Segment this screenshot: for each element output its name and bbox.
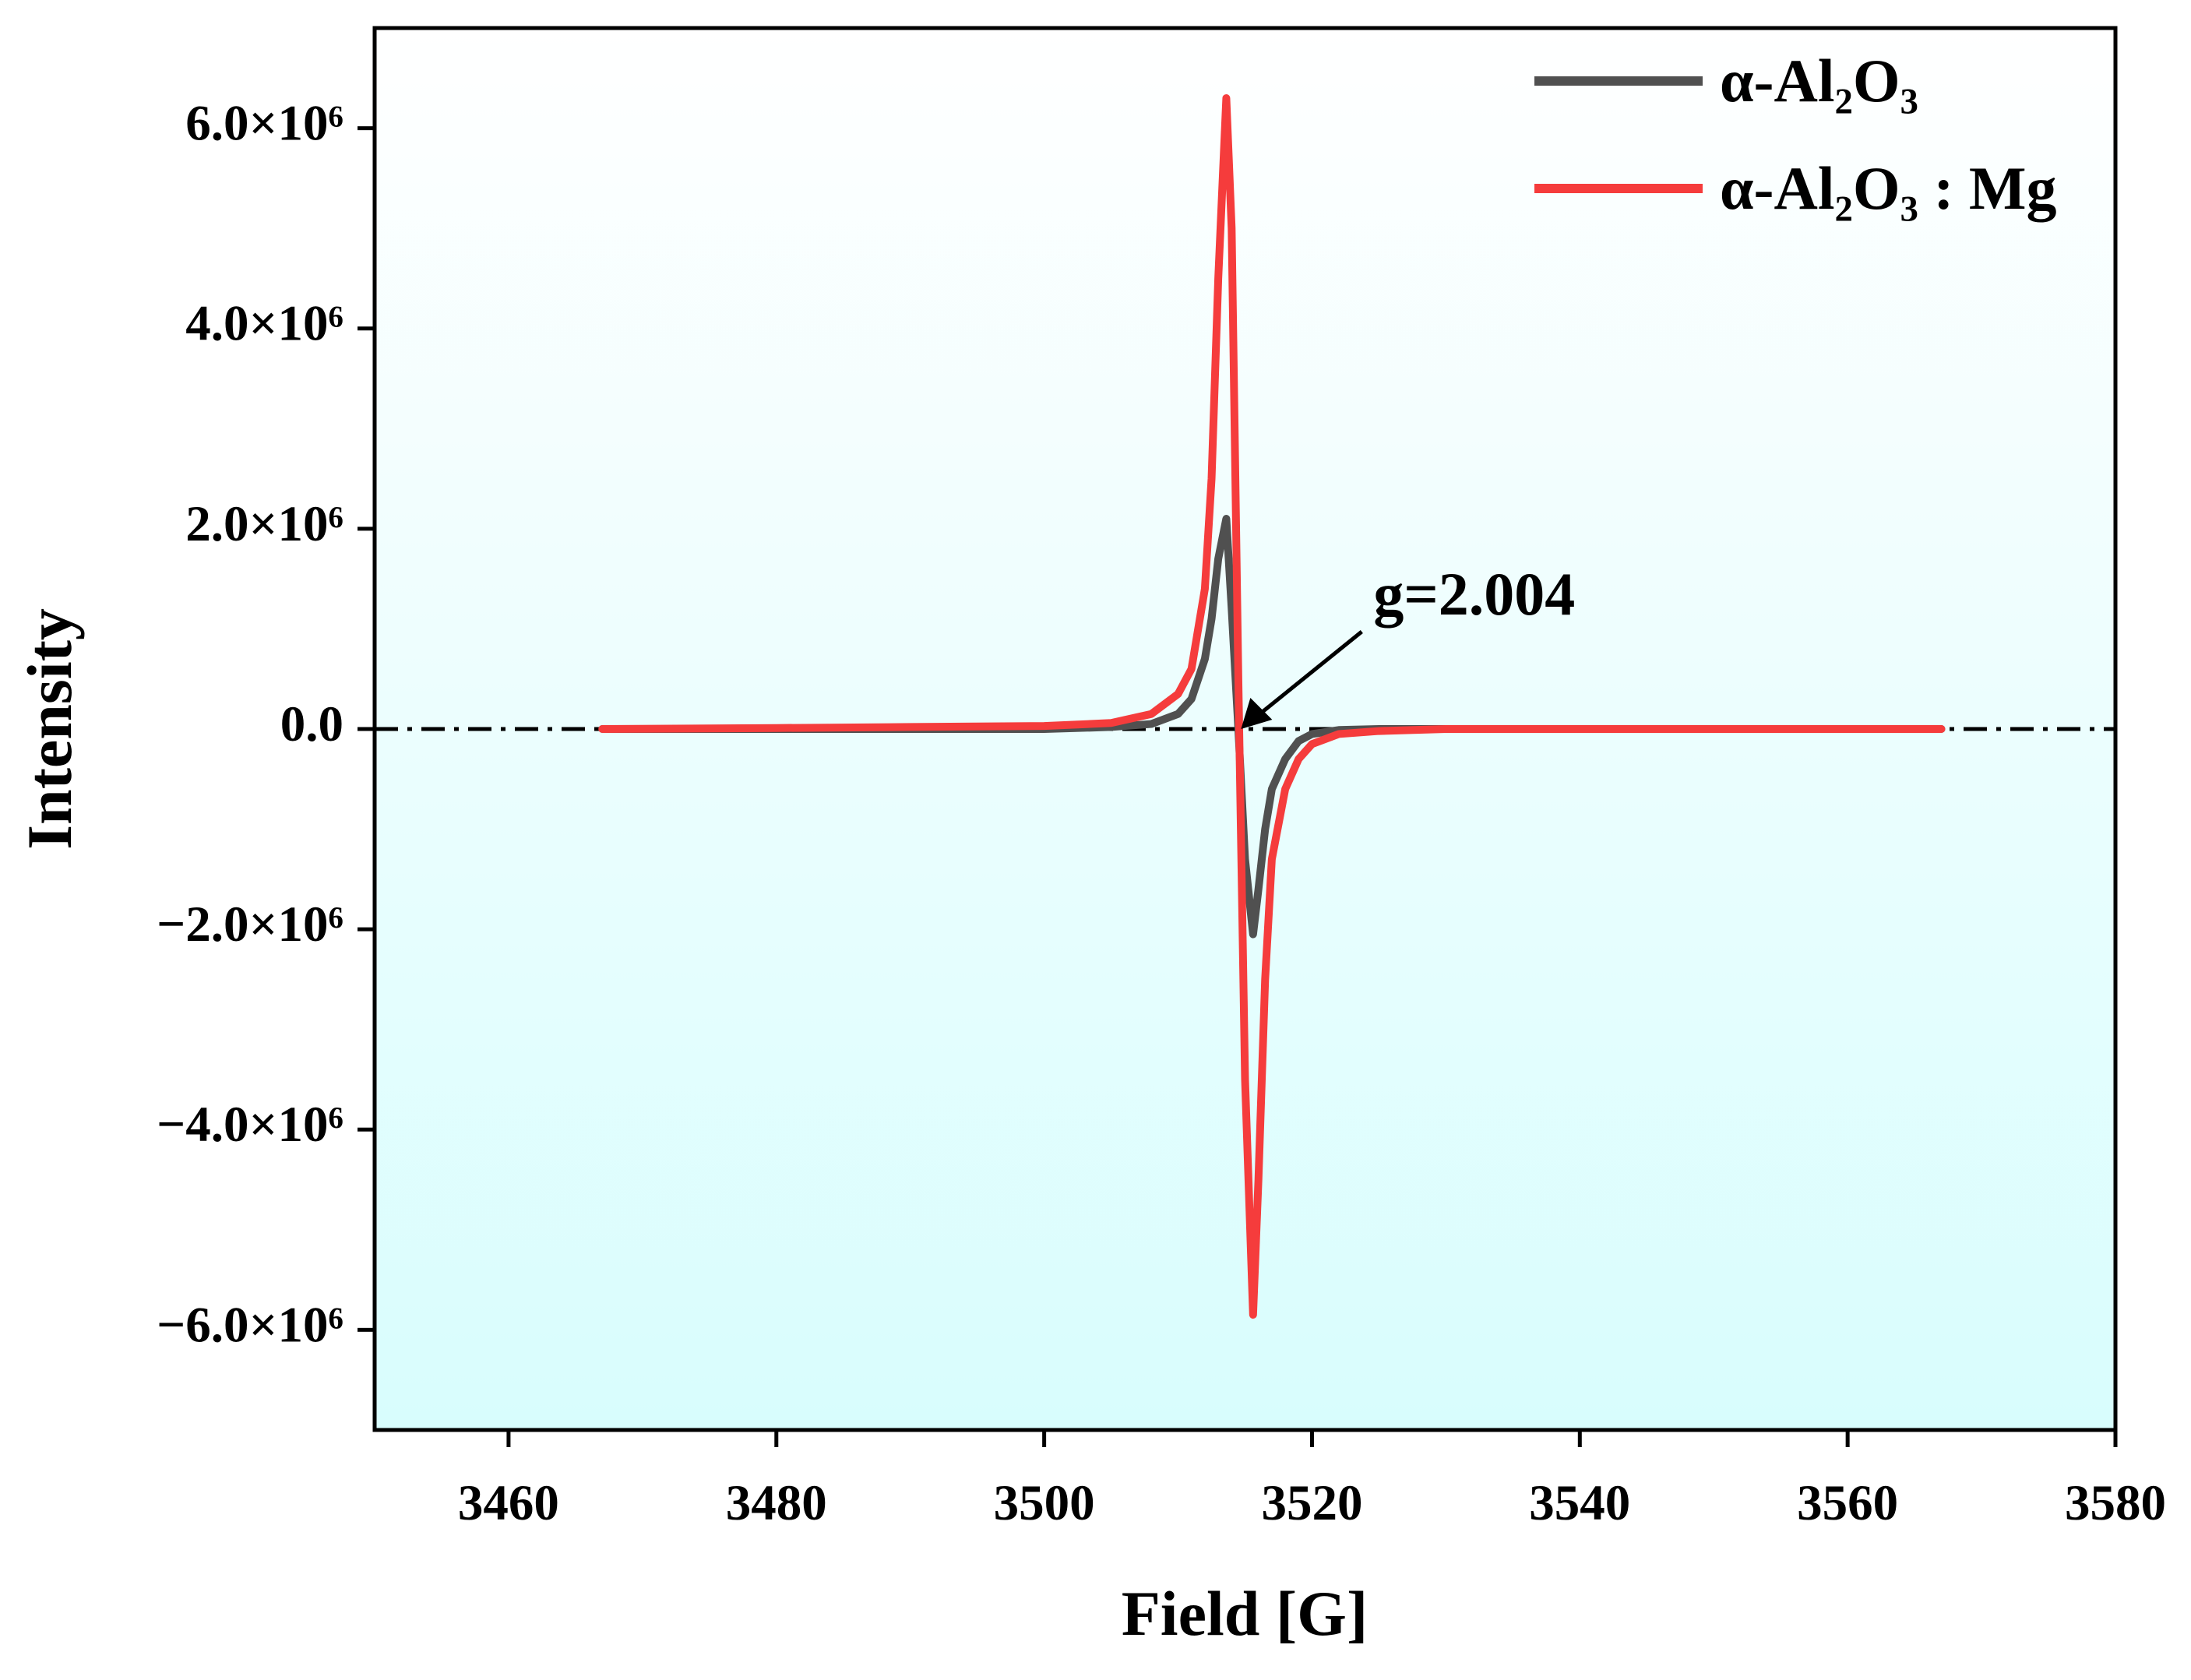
x-tick-label: 3460 [458,1475,559,1531]
x-tick-label: 3500 [994,1475,1095,1531]
x-axis-title: Field [G] [1122,1578,1368,1649]
y-tick-label: −6.0×10⁶ [157,1297,343,1353]
x-tick-label: 3520 [1261,1475,1362,1531]
annotation-arrow-head [1241,698,1273,729]
y-tick-label: −4.0×10⁶ [157,1097,343,1153]
y-axis-title: Intensity [14,608,85,850]
x-tick-label: 3560 [1797,1475,1898,1531]
plot-area [598,94,1946,1319]
legend-label: α-Al₂O₃ : Mg [1720,154,2057,222]
legend-label: α-Al₂O₃ [1720,47,1918,114]
y-tick-label: 2.0×10⁶ [185,496,343,552]
series-line [598,94,1946,1319]
y-tick-label: −2.0×10⁶ [157,896,343,953]
annotation: g=2.004 [1373,560,1575,628]
y-tick-label: 6.0×10⁶ [185,95,343,151]
x-tick-label: 3480 [726,1475,827,1531]
annotation-arrow-line [1255,630,1363,718]
x-tick-label: 3540 [1529,1475,1630,1531]
plot-frame [372,26,2118,1432]
y-tick-label: 4.0×10⁶ [185,296,343,352]
y-tick-label: 0.0 [280,696,343,752]
x-tick-label: 3580 [2065,1475,2166,1531]
